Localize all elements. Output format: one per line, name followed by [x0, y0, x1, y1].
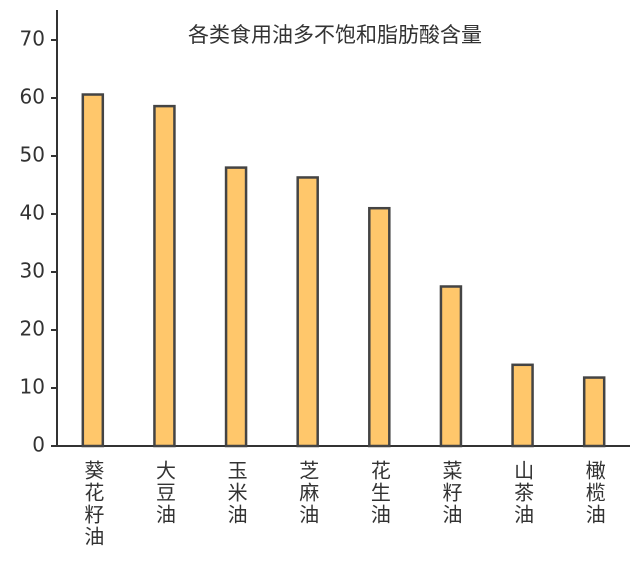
x-tick-label: 橄榄油: [582, 460, 606, 526]
y-tick-label: 70: [20, 27, 45, 51]
bar: [368, 206, 391, 448]
bar: [224, 166, 248, 448]
y-tick-label: 30: [20, 259, 45, 283]
x-tick-label: 菜籽油: [439, 460, 463, 526]
bar: [296, 176, 319, 448]
bar: [81, 93, 105, 448]
y-tick-label: 20: [20, 317, 45, 341]
x-tick-label: 葵花籽油: [81, 460, 105, 548]
x-tick-label: 花生油: [367, 460, 391, 526]
x-tick-label: 芝麻油: [296, 460, 320, 526]
y-tick-label: 0: [32, 433, 45, 457]
bar: [582, 376, 606, 448]
x-tick-label: 大豆油: [152, 460, 176, 526]
y-tick-label: 40: [20, 201, 45, 225]
y-tick-label: 10: [20, 375, 45, 399]
bar: [439, 285, 463, 448]
bar: [511, 363, 534, 448]
x-tick-label: 玉米油: [224, 460, 248, 526]
bar: [153, 104, 176, 448]
y-tick-label: 60: [20, 85, 45, 109]
x-tick-label: 山茶油: [511, 460, 535, 526]
chart-title: 各类食用油多不饱和脂肪酸含量: [188, 23, 482, 47]
y-tick-label: 50: [20, 143, 45, 167]
